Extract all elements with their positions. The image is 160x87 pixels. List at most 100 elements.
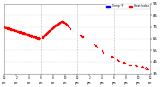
Point <box>46 31 49 32</box>
Point <box>116 58 118 60</box>
Point <box>61 21 63 23</box>
Point <box>10 29 12 30</box>
Point <box>35 37 37 39</box>
Point <box>36 37 39 39</box>
Point <box>23 32 26 34</box>
Point <box>11 29 14 30</box>
Point <box>65 23 67 25</box>
Point <box>15 29 18 31</box>
Point <box>9 29 12 31</box>
Point <box>44 35 46 36</box>
Point <box>19 31 21 32</box>
Point <box>51 28 54 30</box>
Point <box>18 32 21 33</box>
Point <box>56 23 59 24</box>
Point <box>7 28 9 29</box>
Point <box>57 24 60 25</box>
Point <box>43 34 46 35</box>
Point <box>47 30 50 31</box>
Point <box>4 27 7 28</box>
Point <box>48 30 50 32</box>
Point <box>4 27 7 28</box>
Point <box>58 23 60 24</box>
Point <box>20 32 22 34</box>
Point <box>44 34 47 35</box>
Point <box>35 37 37 38</box>
Point <box>57 24 59 25</box>
Point <box>4 27 6 29</box>
Point <box>18 31 21 33</box>
Point <box>59 21 62 23</box>
Point <box>53 25 56 27</box>
Point <box>144 67 147 69</box>
Point <box>10 29 12 30</box>
Point <box>26 34 28 35</box>
Point <box>42 35 45 36</box>
Point <box>81 35 83 37</box>
Point <box>11 29 14 31</box>
Point <box>61 21 64 22</box>
Point <box>12 30 15 31</box>
Point <box>32 37 35 38</box>
Point <box>15 30 18 31</box>
Point <box>8 28 11 29</box>
Point <box>12 29 15 30</box>
Point <box>30 35 32 36</box>
Point <box>50 28 52 29</box>
Point <box>27 34 29 35</box>
Point <box>44 33 47 35</box>
Point <box>102 51 104 52</box>
Point <box>4 26 7 28</box>
Point <box>28 34 31 35</box>
Point <box>65 23 67 24</box>
Point <box>64 22 66 24</box>
Point <box>79 34 82 35</box>
Point <box>26 34 29 35</box>
Point <box>31 35 33 37</box>
Point <box>129 65 132 66</box>
Point <box>128 64 131 66</box>
Point <box>54 25 56 26</box>
Point <box>25 33 27 35</box>
Point <box>64 22 66 24</box>
Point <box>37 38 40 40</box>
Point <box>53 25 56 27</box>
Point <box>8 27 10 28</box>
Point <box>36 37 39 38</box>
Point <box>12 29 14 30</box>
Point <box>145 68 148 70</box>
Point <box>26 34 29 35</box>
Point <box>58 23 61 24</box>
Point <box>7 27 9 28</box>
Point <box>56 23 59 25</box>
Point <box>28 34 30 36</box>
Point <box>3 27 6 28</box>
Point <box>32 36 35 37</box>
Point <box>42 36 44 37</box>
Point <box>50 26 53 28</box>
Point <box>20 32 23 34</box>
Point <box>57 23 60 25</box>
Point <box>56 23 58 25</box>
Point <box>10 29 13 30</box>
Point <box>62 22 65 24</box>
Point <box>45 33 47 34</box>
Point <box>23 33 25 34</box>
Point <box>54 25 57 26</box>
Point <box>36 37 39 38</box>
Point <box>5 26 8 27</box>
Point <box>52 27 54 28</box>
Point <box>34 36 36 37</box>
Point <box>38 38 41 39</box>
Point <box>95 45 98 47</box>
Point <box>28 35 31 36</box>
Point <box>26 34 28 36</box>
Point <box>25 33 28 35</box>
Point <box>55 24 58 25</box>
Point <box>35 37 38 38</box>
Point <box>4 26 6 27</box>
Point <box>12 28 15 30</box>
Point <box>27 34 30 36</box>
Legend: Temp °F, Heat Index: Temp °F, Heat Index <box>106 4 150 9</box>
Point <box>17 31 19 32</box>
